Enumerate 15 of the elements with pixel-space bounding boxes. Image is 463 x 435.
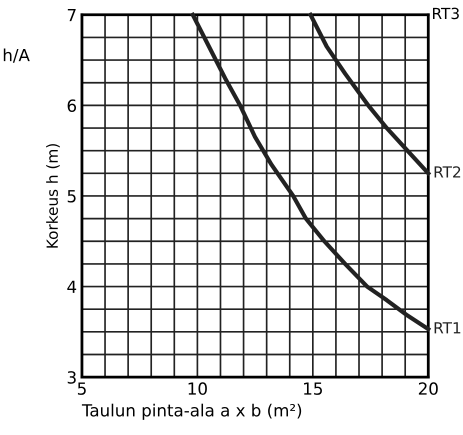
x-tick-label: 5 bbox=[78, 382, 86, 395]
y-tick-label: 5 bbox=[68, 190, 76, 203]
y-tick-label: 6 bbox=[68, 99, 76, 112]
series-label: RT2 bbox=[434, 166, 460, 178]
series-label: RT1 bbox=[434, 322, 460, 334]
y-tick-label: 3 bbox=[68, 371, 76, 384]
x-axis-title: Taulun pinta-ala a x b (m²) bbox=[82, 404, 302, 420]
x-tick-label: 15 bbox=[304, 382, 322, 395]
x-tick-label: 20 bbox=[418, 382, 438, 395]
text: h/A bbox=[4, 48, 30, 63]
y-tick-label: 7 bbox=[68, 8, 76, 22]
y-tick-label: 4 bbox=[67, 280, 76, 293]
x-tick-label: 10 bbox=[188, 382, 207, 395]
text: RT3 bbox=[433, 8, 459, 20]
y-axis-title: Korkeus h (m) bbox=[46, 144, 60, 248]
